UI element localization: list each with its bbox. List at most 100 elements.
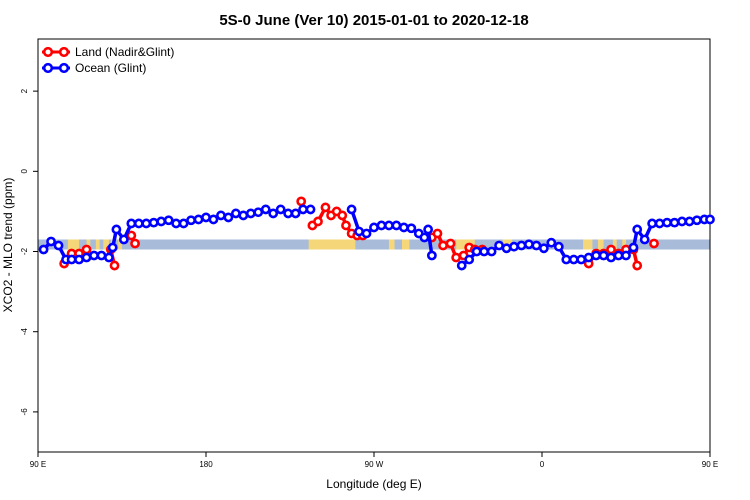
ocean-data-point xyxy=(684,216,695,227)
ocean-data-point xyxy=(118,234,129,245)
legend-land-marker xyxy=(58,46,70,58)
ocean-data-point xyxy=(178,218,189,229)
x-tick-label: 90 W xyxy=(365,460,384,469)
x-tick-label: 90 E xyxy=(30,460,46,469)
y-axis-label: XCO2 - MLO trend (ppm) xyxy=(1,178,15,313)
y-tick-label: -4 xyxy=(20,328,29,336)
ocean-data-point xyxy=(208,214,219,225)
land-data-point xyxy=(432,228,443,239)
ocean-data-point xyxy=(606,252,616,263)
legend-land-label: Land (Nadir&Glint) xyxy=(75,45,174,59)
ocean-data-point xyxy=(361,228,372,239)
ocean-data-point xyxy=(216,210,226,221)
ocean-data-point xyxy=(238,210,249,221)
ocean-data-point xyxy=(501,243,512,254)
ocean-data-point xyxy=(223,212,234,223)
x-tick-label: 90 E xyxy=(702,460,718,469)
land-strip-segment xyxy=(308,239,356,250)
ocean-data-point xyxy=(298,204,308,215)
ocean-data-point xyxy=(346,204,357,215)
ocean-data-point xyxy=(662,217,672,228)
land-data-point xyxy=(81,244,92,255)
land-strip-segment xyxy=(583,239,593,250)
land-data-point xyxy=(313,216,323,227)
land-data-point xyxy=(341,220,351,231)
ocean-data-point xyxy=(268,208,279,219)
y-axis: 2 0 -2 -4 -6 xyxy=(20,88,38,415)
ocean-data-point xyxy=(613,250,624,261)
land-data-point xyxy=(320,202,331,213)
land-strip-segment xyxy=(103,239,109,250)
ocean-data-point xyxy=(561,254,572,265)
ocean-data-point xyxy=(464,254,475,265)
ocean-strip xyxy=(38,239,710,250)
land-strip-segment xyxy=(86,239,91,250)
land-strip-segment xyxy=(118,239,122,250)
ocean-data-point xyxy=(253,207,264,218)
land-data-point xyxy=(438,240,448,251)
land-strip-segment xyxy=(402,239,410,250)
y-tick-label: 2 xyxy=(20,88,29,93)
ocean-data-point xyxy=(305,204,316,215)
ocean-data-point xyxy=(66,254,77,265)
ocean-data-point xyxy=(283,208,294,219)
ocean-data-point xyxy=(576,254,587,265)
land-strip-segment xyxy=(612,239,617,250)
ocean-data-point xyxy=(230,208,241,219)
ocean-data-point xyxy=(419,232,430,243)
ocean-data-point xyxy=(369,222,379,233)
ocean-data-point xyxy=(538,243,549,254)
ocean-data-point xyxy=(245,208,256,219)
y-tick-label: -6 xyxy=(20,408,29,416)
ocean-data-point xyxy=(406,223,417,234)
ocean-data-point xyxy=(111,224,122,235)
land-data-point xyxy=(632,260,643,271)
ocean-data-point xyxy=(171,218,182,229)
land-strip-segment xyxy=(622,239,626,250)
ocean-data-point xyxy=(546,237,557,248)
legend: Land (Nadir&Glint) Ocean (Glint) xyxy=(42,45,174,75)
ocean-data-point xyxy=(531,240,542,251)
land-strip-segment xyxy=(598,239,604,250)
ocean-data-point xyxy=(486,246,497,257)
ocean-data-point xyxy=(471,246,482,257)
ocean-data-point xyxy=(628,242,639,253)
ocean-data-point xyxy=(426,250,437,261)
ocean-data-point xyxy=(494,240,504,251)
series-layer xyxy=(38,196,715,271)
ocean-data-point xyxy=(89,250,99,261)
legend-land-marker xyxy=(42,46,54,58)
legend-ocean-label: Ocean (Glint) xyxy=(75,61,146,75)
land-data-point xyxy=(649,238,659,249)
ocean-data-point xyxy=(598,250,609,261)
land-data-point xyxy=(296,196,307,207)
ocean-data-point xyxy=(163,215,174,226)
ocean-data-point xyxy=(509,241,519,252)
ocean-data-point xyxy=(275,204,286,215)
ocean-data-point xyxy=(260,204,271,215)
x-axis-label: Longitude (deg E) xyxy=(326,477,421,491)
ocean-data-point xyxy=(654,218,665,229)
y-tick-label: -2 xyxy=(20,247,29,255)
ocean-data-point xyxy=(591,250,602,261)
ocean-data-point xyxy=(692,215,702,226)
ocean-data-point xyxy=(669,217,680,228)
ocean-data-point xyxy=(398,222,409,233)
land-data-point xyxy=(606,244,616,255)
ocean-data-point xyxy=(391,220,402,231)
ocean-data-point xyxy=(53,240,64,251)
ocean-data-point xyxy=(568,254,579,265)
ocean-data-point xyxy=(96,250,107,261)
land-data-point xyxy=(126,230,137,241)
ocean-data-point xyxy=(705,214,715,225)
ocean-data-point xyxy=(126,218,137,229)
land-data-point xyxy=(451,252,462,263)
ocean-data-point xyxy=(290,208,301,219)
x-tick-label: 0 xyxy=(540,460,545,469)
land-data-point xyxy=(445,238,456,249)
ocean-data-point xyxy=(46,236,56,247)
ocean-data-point xyxy=(201,212,211,223)
ocean-data-point xyxy=(81,252,92,263)
